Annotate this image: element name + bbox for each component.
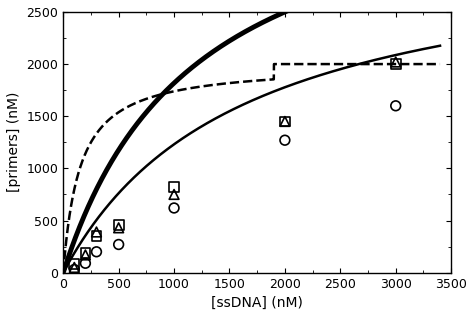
Y-axis label: [primers] (nM): [primers] (nM) [7,92,21,192]
Point [115,222,122,227]
Point [170,184,178,190]
Point [93,230,100,235]
Point [392,61,400,67]
Point [82,252,89,257]
Point [392,60,400,65]
Point [170,192,178,197]
Point [281,119,289,124]
Point [281,119,289,124]
Point [93,234,100,239]
Point [115,225,122,230]
Point [170,205,178,210]
Point [71,267,78,272]
Point [281,138,289,143]
X-axis label: [ssDNA] (nM): [ssDNA] (nM) [211,296,303,310]
Point [392,103,400,108]
Point [93,249,100,254]
Point [82,261,89,266]
Point [71,265,78,270]
Point [115,242,122,247]
Point [71,262,78,267]
Point [82,250,89,256]
